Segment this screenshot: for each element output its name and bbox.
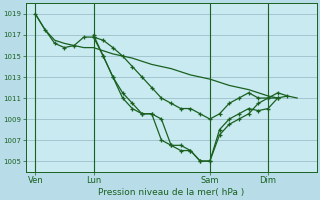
X-axis label: Pression niveau de la mer( hPa ): Pression niveau de la mer( hPa ) [98,188,244,197]
